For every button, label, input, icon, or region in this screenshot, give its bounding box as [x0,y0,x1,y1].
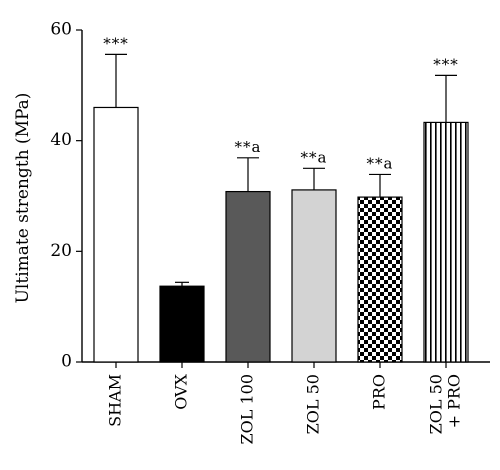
x-tick-label: OVX [172,373,191,409]
x-tick-label: SHAM [106,374,125,427]
y-tick-label: 20 [50,241,72,261]
x-tick-label: ZOL 50 [304,374,323,434]
bar-zol-50-pro [423,121,469,363]
x-tick-label: + PRO [445,374,464,428]
y-tick-label: 40 [50,130,72,150]
bar-sham [93,106,139,363]
x-tick-label: ZOL 50 [427,374,446,434]
x-tick-label: ZOL 100 [238,374,257,444]
y-tick-label: 60 [50,20,72,40]
bar-zol-50 [291,189,337,363]
bar-zol-100 [225,190,271,363]
bar-ovx [159,285,205,363]
bar-pro [357,196,403,363]
significance-label: **a [301,148,328,166]
y-axis-label: Ultimate strength (MPa) [13,93,33,304]
significance-label: *** [103,34,129,52]
y-tick-label: 0 [61,352,72,372]
significance-label: **a [235,138,262,156]
significance-label: **a [367,154,394,172]
x-tick-label: PRO [370,374,389,410]
significance-label: *** [433,55,459,73]
plot-area: 0 20 40 60 *** SHAM OVX **a ZOL 100 **a ZOL 50 **a P… [50,20,490,444]
